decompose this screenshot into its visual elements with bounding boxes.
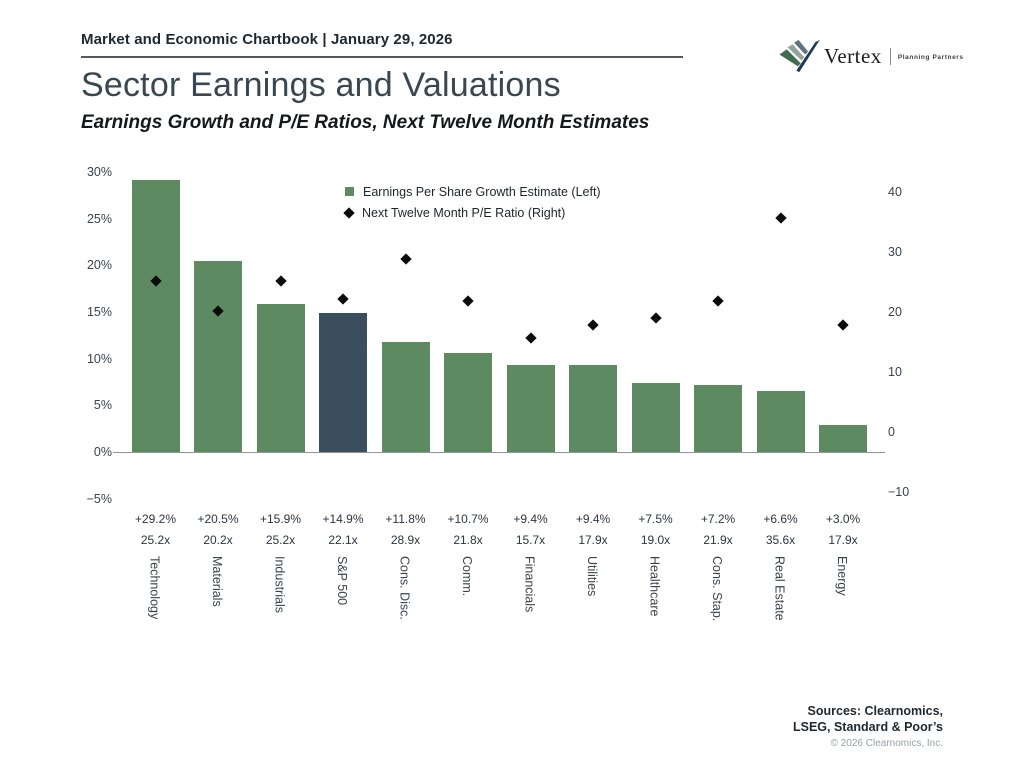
growth-label-healthcare: +7.5% — [638, 512, 673, 526]
growth-label-s-p-500: +14.9% — [322, 512, 364, 526]
vertex-logo: Vertex Planning Partners — [778, 36, 978, 76]
growth-label-technology: +29.2% — [134, 512, 177, 526]
pe-label-s-p-500: 22.1x — [328, 533, 358, 547]
left-axis-tick: −5% — [86, 491, 112, 506]
pe-marker-financials — [524, 332, 537, 344]
pe-marker-comm — [462, 295, 474, 307]
pe-label-energy: 17.9x — [828, 533, 858, 547]
footer-copyright: © 2026 Clearnomics, Inc. — [830, 738, 943, 749]
bar-utilities — [569, 364, 617, 453]
legend-item-pe-ratio: Next Twelve Month P/E Ratio (Right) — [343, 202, 601, 223]
bar-financials — [506, 364, 555, 453]
pe-marker-utilities — [587, 318, 599, 331]
bar-cons-stap — [694, 385, 742, 453]
growth-label-utilities: +9.4% — [575, 512, 611, 526]
left-axis-tick: 20% — [86, 258, 112, 273]
pe-label-real-estate: 35.6x — [765, 533, 796, 547]
chart-legend: Earnings Per Share Growth Estimate (Left… — [343, 181, 601, 223]
footer-sources-line2: LSEG, Standard & Poor’s — [792, 719, 943, 734]
vertex-swoosh-icon — [779, 39, 820, 73]
left-axis-tick: 5% — [93, 398, 112, 413]
pe-marker-industrials — [274, 275, 287, 287]
growth-label-industrials: +15.9% — [259, 512, 302, 526]
bar-technology — [131, 179, 180, 453]
left-axis-tick: 30% — [86, 165, 112, 179]
vertex-logo-tagline: Planning Partners — [897, 53, 964, 61]
category-label-cons-disc: Cons. Disc. — [397, 556, 412, 620]
right-axis-tick: 10 — [888, 364, 902, 379]
bar-healthcare — [631, 382, 680, 453]
category-label-industrials: Industrials — [272, 556, 287, 613]
left-axis-tick: 0% — [93, 445, 112, 459]
category-label-technology: Technology — [147, 556, 162, 620]
pe-label-cons-stap: 21.9x — [703, 533, 733, 547]
right-axis-tick: 30 — [888, 244, 902, 259]
legend-item-eps-growth: Earnings Per Share Growth Estimate (Left… — [345, 181, 601, 202]
bar-industrials — [256, 304, 305, 453]
bar-s-p-500 — [319, 313, 367, 453]
pe-label-comm: 21.8x — [453, 533, 483, 547]
growth-label-cons-stap: +7.2% — [700, 512, 736, 526]
pe-label-cons-disc: 28.9x — [390, 533, 421, 547]
logo-divider — [889, 47, 891, 65]
category-label-healthcare: Healthcare — [647, 556, 662, 617]
category-label-energy: Energy — [835, 556, 849, 596]
legend-square-icon — [345, 187, 354, 196]
bar-energy — [819, 424, 867, 453]
category-label-real-estate: Real Estate — [772, 556, 787, 621]
growth-label-cons-disc: +11.8% — [385, 512, 426, 526]
pe-label-financials: 15.7x — [515, 533, 546, 547]
pe-label-utilities: 17.9x — [578, 533, 608, 547]
pe-marker-cons-disc — [399, 252, 412, 265]
growth-label-financials: +9.4% — [513, 512, 548, 526]
bar-real-estate — [756, 390, 805, 453]
header-divider-rule — [81, 56, 683, 58]
left-axis-tick: 10% — [86, 351, 112, 366]
right-axis-tick: 40 — [888, 184, 902, 199]
footer-sources-line1: Sources: Clearnomics, — [807, 704, 943, 718]
x-axis-baseline — [113, 451, 885, 454]
right-axis-tick: 20 — [888, 304, 902, 319]
pe-marker-cons-stap — [712, 294, 724, 307]
pe-marker-real-estate — [774, 212, 787, 225]
pe-marker-healthcare — [649, 312, 662, 324]
growth-label-real-estate: +6.6% — [763, 512, 798, 526]
legend-label: Next Twelve Month P/E Ratio (Right) — [362, 205, 566, 220]
growth-label-materials: +20.5% — [197, 512, 239, 526]
bar-comm — [444, 352, 492, 453]
category-label-financials: Financials — [522, 556, 537, 613]
pe-marker-energy — [837, 318, 849, 331]
pe-label-healthcare: 19.0x — [640, 533, 671, 547]
right-axis-tick: −10 — [888, 484, 910, 499]
growth-label-comm: +10.7% — [447, 512, 489, 526]
category-label-utilities: Utilities — [585, 556, 599, 597]
category-label-comm: Comm. — [460, 556, 474, 597]
legend-label: Earnings Per Share Growth Estimate (Left… — [363, 184, 601, 199]
left-axis-tick: 15% — [86, 305, 112, 319]
category-label-cons-stap: Cons. Stap. — [710, 556, 724, 622]
pe-label-materials: 20.2x — [203, 533, 233, 547]
pe-label-industrials: 25.2x — [265, 533, 296, 547]
pe-marker-s-p-500 — [337, 293, 349, 306]
page-subtitle: Earnings Growth and P/E Ratios, Next Twe… — [81, 112, 650, 133]
page-title: Sector Earnings and Valuations — [81, 66, 561, 104]
category-label-s-p-500: S&P 500 — [335, 556, 349, 606]
chartbook-header: Market and Economic Chartbook | January … — [81, 31, 453, 48]
footer: Sources: Clearnomics, LSEG, Standard & P… — [793, 704, 943, 749]
bar-cons-disc — [381, 342, 430, 453]
category-label-materials: Materials — [210, 556, 224, 607]
pe-label-technology: 25.2x — [140, 533, 171, 547]
legend-diamond-icon — [343, 206, 355, 219]
left-axis-tick: 25% — [86, 211, 112, 226]
right-axis-tick: 0 — [888, 424, 895, 439]
vertex-logo-name: Vertex — [824, 43, 882, 68]
bar-materials — [194, 261, 242, 453]
growth-label-energy: +3.0% — [825, 512, 861, 526]
